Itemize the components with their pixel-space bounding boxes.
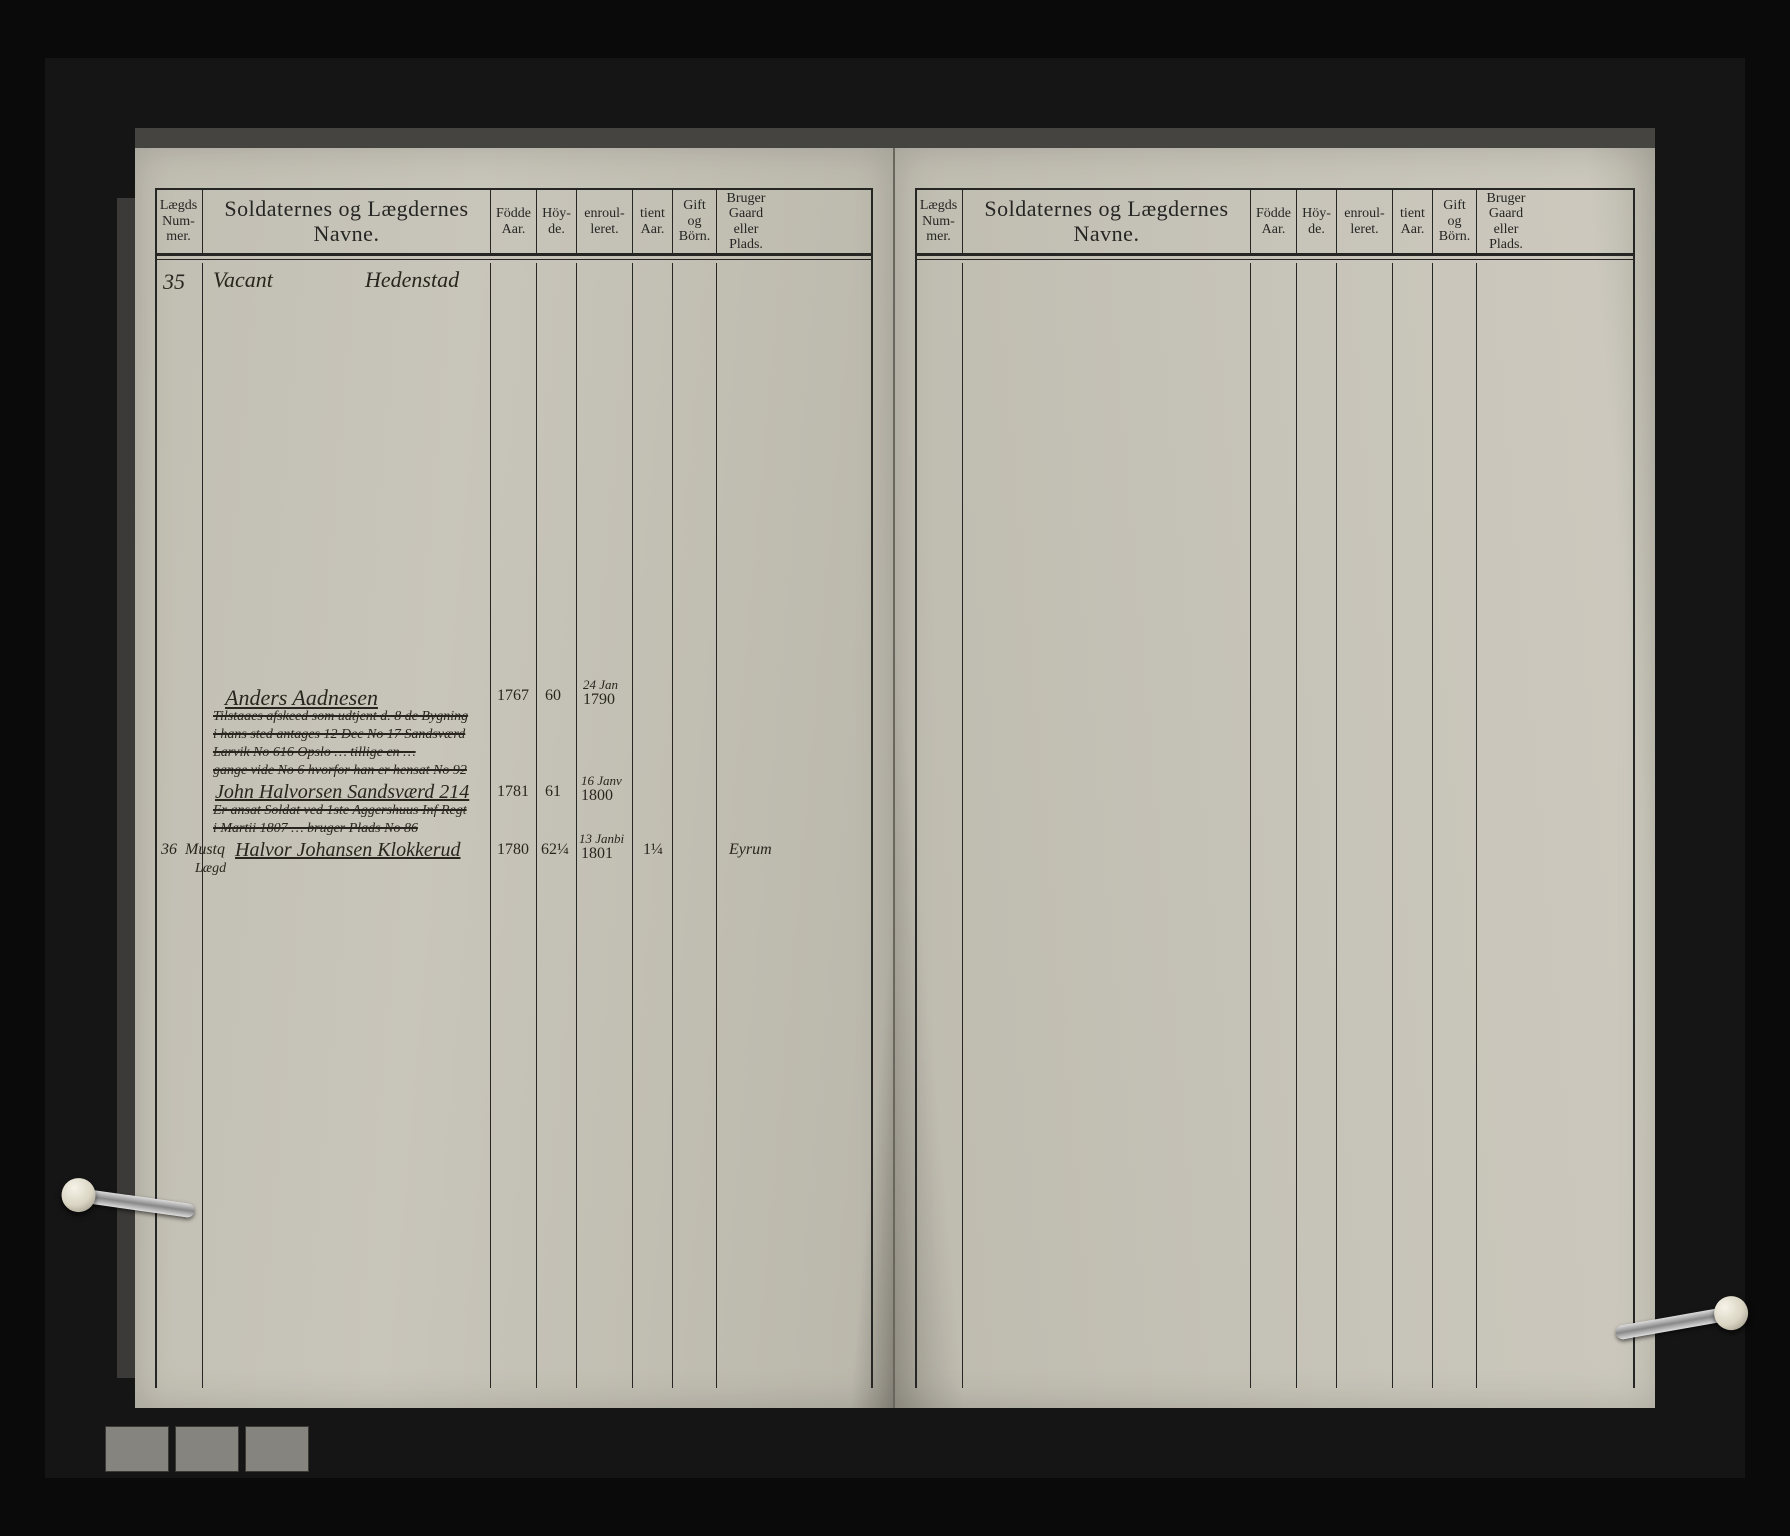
hdr: Höy-	[542, 206, 571, 221]
cell-tient: 1¼	[643, 842, 663, 859]
col-header-enr: enroul- leret.	[1337, 190, 1393, 253]
col-header-num: Lægds Num- mer.	[915, 190, 963, 253]
col-header-tient: tient Aar.	[633, 190, 673, 253]
col-header-name: Soldaternes og Lægdernes Navne.	[963, 190, 1251, 253]
cell-name-struck: John Halvorsen Sandsværd 214	[215, 782, 469, 803]
hdr: enroul-	[1344, 206, 1384, 221]
cell-hoyde: 61	[545, 784, 561, 801]
hdr: Gift	[683, 198, 706, 213]
hdr: Bruger	[1487, 191, 1526, 206]
cell-enr: 1800	[581, 788, 613, 805]
cell-num: 35	[163, 270, 185, 293]
hdr: enroul-	[584, 206, 624, 221]
hdr: leret.	[590, 222, 618, 237]
annotation-line: Er ansat Soldat ved 1ste Aggershuus Inf …	[213, 804, 467, 819]
hdr: Lægds	[160, 198, 197, 213]
cell-prefix: Mustq	[185, 842, 225, 859]
cell-enr: 1790	[583, 692, 615, 709]
cell-name: Vacant	[213, 268, 273, 291]
hdr: Aar.	[502, 222, 526, 237]
cell-name: Halvor Johansen Klokkerud	[235, 840, 461, 861]
hdr: Gaard	[1489, 206, 1523, 221]
hdr: Aar.	[1401, 222, 1425, 237]
hdr: tient	[1400, 206, 1425, 221]
hdr: Lægds	[920, 198, 957, 213]
clip-knob	[59, 1176, 97, 1214]
col-header-tient: tient Aar.	[1393, 190, 1433, 253]
cell-fodde: 1780	[497, 842, 529, 859]
cell-num: 36	[161, 842, 177, 859]
hdr: eller	[734, 222, 759, 237]
cell-enr-top: 16 Janv	[581, 774, 622, 788]
left-header-row: Lægds Num- mer. Soldaternes og Lægdernes…	[155, 188, 873, 256]
hdr: Plads.	[729, 237, 763, 252]
col-header-gift: Gift og Börn.	[1433, 190, 1477, 253]
right-page: Lægds Num- mer. Soldaternes og Lægdernes…	[895, 148, 1655, 1408]
cell-hoyde: 60	[545, 688, 561, 705]
hdr: Höy-	[1302, 206, 1331, 221]
scan-frame: Lægds Num- mer. Soldaternes og Lægdernes…	[45, 58, 1745, 1478]
cell-gaard: Eyrum	[729, 842, 772, 859]
hdr: Num-	[162, 214, 195, 229]
right-header-row: Lægds Num- mer. Soldaternes og Lægdernes…	[915, 188, 1635, 256]
hdr: Börn.	[1439, 229, 1471, 244]
cell-sub: Lægd	[195, 862, 226, 877]
cell-enr-top: 24 Jan	[583, 678, 618, 692]
page-edge-top	[135, 128, 1655, 148]
ledger-book: Lægds Num- mer. Soldaternes og Lægdernes…	[135, 148, 1655, 1408]
cell-hoyde: 62¼	[541, 842, 569, 859]
hdr: Num-	[922, 214, 955, 229]
hdr: Plads.	[1489, 237, 1523, 252]
hdr: Födde	[1256, 206, 1291, 221]
hdr: Aar.	[641, 222, 665, 237]
cell-enr-top: 13 Janbi	[579, 832, 624, 846]
hdr: eller	[1494, 222, 1519, 237]
hdr: Födde	[496, 206, 531, 221]
annotation-line: i hans sted antages 12 Dec No 17 Sandsvæ…	[213, 728, 465, 743]
clip-knob	[1711, 1293, 1750, 1332]
film-tab	[105, 1426, 169, 1472]
col-header-gaard: Bruger Gaard eller Plads.	[1477, 190, 1535, 253]
hdr: mer.	[926, 229, 951, 244]
annotation-line: Tilstaaes afskeed som udtjent d. 8 de By…	[213, 710, 468, 725]
hdr: de.	[548, 222, 565, 237]
hdr: Bruger	[727, 191, 766, 206]
hdr: Soldaternes og Lægdernes	[984, 197, 1228, 221]
cell-enr: 1801	[581, 846, 613, 863]
col-header-enr: enroul- leret.	[577, 190, 633, 253]
cell-name-struck: Anders Aadnesen	[225, 686, 378, 709]
hdr: Gaard	[729, 206, 763, 221]
hdr: de.	[1308, 222, 1325, 237]
cell-fodde: 1781	[497, 784, 529, 801]
annotation-line: i Martii 1807 … bruger Plads No 86	[213, 822, 418, 837]
film-tabs	[105, 1426, 309, 1472]
hdr: Soldaternes og Lægdernes	[224, 197, 468, 221]
hdr: Börn.	[679, 229, 711, 244]
hdr: Navne.	[1074, 222, 1140, 246]
col-header-gift: Gift og Börn.	[673, 190, 717, 253]
hdr: tient	[640, 206, 665, 221]
hdr: mer.	[166, 229, 191, 244]
col-header-fodde: Födde Aar.	[491, 190, 537, 253]
left-page: Lægds Num- mer. Soldaternes og Lægdernes…	[135, 148, 895, 1408]
col-header-fodde: Födde Aar.	[1251, 190, 1297, 253]
hdr: og	[688, 214, 702, 229]
cell-remark: Hedenstad	[365, 268, 459, 291]
col-header-num: Lægds Num- mer.	[155, 190, 203, 253]
col-header-name: Soldaternes og Lægdernes Navne.	[203, 190, 491, 253]
right-column-rules	[915, 263, 1635, 1388]
hdr: og	[1448, 214, 1462, 229]
col-header-hoyde: Höy- de.	[1297, 190, 1337, 253]
film-tab	[245, 1426, 309, 1472]
film-tab	[175, 1426, 239, 1472]
col-header-hoyde: Höy- de.	[537, 190, 577, 253]
annotation-line: gange vide No 6 hvorfor han er hensat No…	[213, 764, 467, 779]
cell-fodde: 1767	[497, 688, 529, 705]
col-header-gaard: Bruger Gaard eller Plads.	[717, 190, 775, 253]
annotation-line: Larvik No 616 Opslo … tillige en …	[213, 746, 416, 761]
hdr: leret.	[1350, 222, 1378, 237]
hdr: Aar.	[1262, 222, 1286, 237]
hdr: Navne.	[314, 222, 380, 246]
hdr: Gift	[1443, 198, 1466, 213]
